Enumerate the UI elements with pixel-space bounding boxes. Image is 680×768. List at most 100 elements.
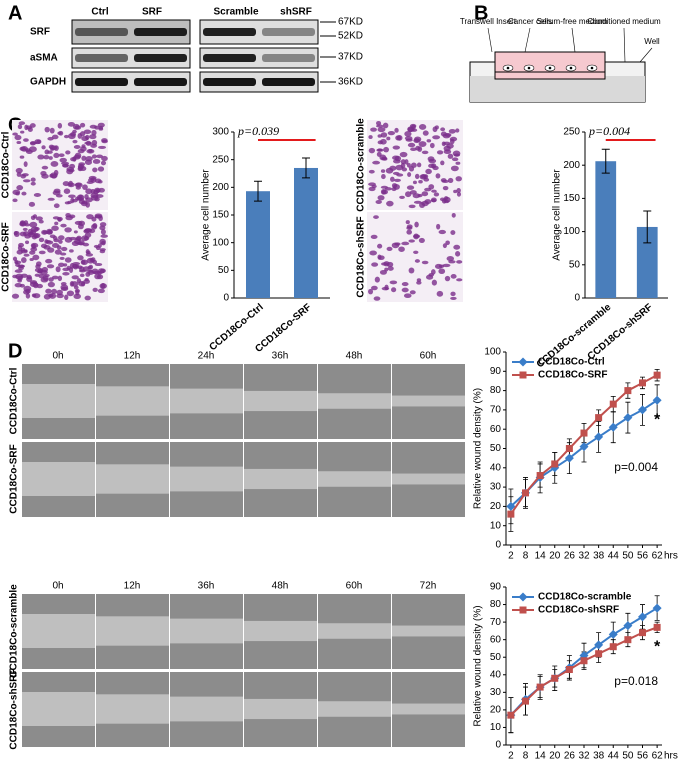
stained-cell	[399, 151, 408, 158]
stained-cell	[400, 159, 406, 165]
stained-cell	[36, 283, 43, 289]
stained-cell	[81, 136, 89, 142]
y-tick-label: 50	[490, 652, 502, 663]
stained-cell	[372, 160, 381, 165]
stained-cell	[54, 249, 62, 255]
marker	[595, 414, 603, 422]
y-tick-label: 0	[495, 740, 501, 751]
stained-cell	[23, 138, 29, 142]
stained-cell	[443, 141, 451, 146]
stained-cell	[416, 162, 422, 168]
stained-cell	[68, 180, 73, 187]
stained-cell	[414, 259, 420, 263]
y-tick-label: 40	[490, 669, 502, 680]
marker	[595, 650, 603, 658]
stained-cell	[51, 288, 58, 294]
stained-cell	[48, 144, 55, 149]
stained-cell	[384, 187, 392, 191]
stained-cell	[433, 192, 440, 197]
stained-cell	[91, 129, 97, 136]
image-row-label: CCD18Co-shSRF	[9, 668, 20, 749]
stained-cell	[442, 186, 449, 191]
marker	[653, 371, 661, 379]
stained-cell	[390, 176, 395, 182]
stained-cell	[428, 184, 435, 190]
stained-cell	[51, 275, 59, 280]
stained-cell	[432, 135, 441, 140]
stained-cell	[450, 274, 457, 279]
error-bar	[643, 210, 652, 244]
blot-frame	[199, 71, 319, 93]
stained-cell	[46, 264, 55, 269]
stained-cell	[77, 133, 83, 139]
marker	[522, 697, 529, 705]
time-label: 12h	[124, 581, 141, 592]
wound-gap	[392, 395, 465, 407]
x-tick-label: 44	[608, 551, 620, 562]
y-tick-label: 100	[484, 347, 501, 358]
marker	[580, 657, 588, 665]
stained-cell	[12, 256, 18, 262]
stained-cell	[406, 162, 411, 168]
nucleus	[590, 66, 594, 70]
stained-cell	[91, 217, 97, 222]
image-row-label: CCD18Co-Ctrl	[9, 367, 20, 434]
size-label: 36KD	[338, 77, 363, 88]
stained-cell	[439, 197, 446, 202]
stained-cell	[21, 191, 27, 196]
leader-line	[524, 27, 531, 53]
stained-cell	[412, 193, 421, 199]
stained-cell	[28, 201, 36, 207]
stained-cell	[451, 157, 459, 162]
stained-cell	[74, 288, 81, 293]
stained-cell	[434, 125, 439, 130]
wound-gap	[318, 701, 391, 717]
stained-cell	[38, 273, 45, 279]
y-tick-label: 250	[563, 127, 580, 138]
y-tick-label: 90	[490, 582, 502, 593]
stained-cell	[73, 230, 78, 234]
y-tick-label: 70	[490, 617, 502, 628]
stained-cell	[432, 165, 439, 171]
stained-cell	[72, 129, 77, 134]
wound-gap	[96, 386, 169, 416]
stained-cell	[450, 230, 456, 235]
stained-cell	[50, 160, 59, 167]
y-tick-label: 0	[223, 293, 229, 304]
stained-cell	[429, 142, 435, 149]
stained-cell	[438, 229, 446, 235]
x-axis-label: hrs	[664, 551, 678, 562]
stained-cell	[22, 179, 31, 183]
y-tick-label: 0	[574, 293, 580, 304]
panel-label: B	[474, 2, 488, 24]
stained-cell	[98, 215, 103, 222]
stained-cell	[418, 180, 423, 184]
legend-label: CCD18Co-scramble	[538, 592, 632, 603]
stained-cell	[67, 121, 76, 127]
stained-cell	[86, 148, 95, 154]
stained-cell	[411, 128, 418, 132]
blot-band	[203, 78, 256, 86]
stained-cell	[51, 134, 59, 140]
stained-cell	[393, 178, 401, 182]
time-label: 60h	[346, 581, 363, 592]
stained-cell	[35, 261, 42, 267]
blot-column-label: shSRF	[280, 7, 312, 18]
diagram-label: Serum-free medium	[537, 17, 608, 26]
stained-cell	[456, 260, 463, 264]
stained-cell	[84, 232, 92, 238]
stained-cell	[29, 141, 36, 146]
x-tick-label: 44	[608, 751, 620, 762]
stained-cell	[370, 127, 377, 132]
stained-cell	[64, 201, 70, 205]
stained-cell	[409, 290, 416, 295]
stained-cell	[407, 142, 416, 148]
y-axis-label: Average cell number	[552, 169, 563, 261]
stained-cell	[41, 229, 48, 235]
stained-cell	[30, 226, 39, 233]
legend-marker	[518, 357, 528, 367]
stained-cell	[391, 183, 398, 189]
stained-cell	[442, 263, 451, 268]
stained-cell	[53, 152, 60, 159]
stained-cell	[101, 155, 108, 162]
